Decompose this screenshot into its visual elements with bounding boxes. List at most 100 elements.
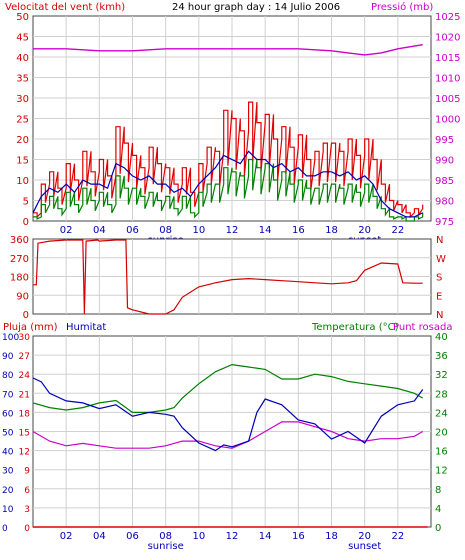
rain-humidity-temp-ticks: 3027242118151296301009080706050403020100… (2, 332, 448, 552)
pressure-tick-label: 1010 (435, 74, 460, 85)
rain-tick-label: 9 (24, 467, 30, 477)
direction-grid (33, 239, 431, 314)
sunrise-label: sunrise (148, 541, 184, 552)
dewpoint-line (32, 421, 424, 449)
wind-tick-label: 5 (23, 197, 29, 208)
temperature-tick-label: 0 (435, 523, 441, 534)
hour-tick-label: 18 (325, 531, 338, 542)
pressure-tick-label: 1020 (435, 33, 460, 44)
rain-humidity-temp-grid (33, 336, 431, 527)
temperature-tick-label: 8 (435, 485, 441, 496)
wind-tick-label: 10 (16, 176, 29, 187)
direction-compass-label: S (436, 273, 442, 284)
humidity-tick-label: 80 (2, 371, 14, 381)
temperature-tick-label: 40 (435, 332, 448, 343)
hour-tick-label: 20 (358, 225, 371, 236)
wind-tick-label: 40 (16, 53, 29, 64)
temperature-tick-label: 36 (435, 351, 448, 362)
humidity-tick-label: 70 (2, 390, 14, 400)
hour-tick-label: 16 (292, 225, 305, 236)
pressure-axis-title: Pressió (mb) (371, 1, 433, 13)
dewpoint-axis-title: Punt rosada (393, 322, 452, 333)
wind-direction-line (33, 239, 423, 315)
pressure-tick-label: 990 (435, 156, 454, 167)
wind-tick-label: 35 (16, 74, 29, 85)
rain-tick-label: 24 (19, 371, 31, 381)
wind-tick-label: 45 (16, 33, 29, 44)
hour-tick-label: 14 (259, 531, 272, 542)
humidity-tick-label: 50 (2, 429, 14, 439)
hour-tick-label: 12 (226, 531, 239, 542)
direction-series (33, 239, 423, 315)
wind-average-line (33, 158, 424, 222)
direction-degree-label: 180 (10, 273, 29, 284)
temperature-tick-label: 4 (435, 504, 441, 515)
hour-tick-label: 20 (358, 531, 371, 542)
temperature-axis-title: Temperatura (°C) (311, 322, 399, 333)
wind-axis-title: Velocitat del vent (kmh) (5, 2, 125, 13)
wind-tick-label: 30 (16, 94, 29, 105)
rain-tick-label: 30 (19, 333, 31, 343)
humidity-tick-label: 60 (2, 409, 14, 419)
direction-compass-label: W (436, 254, 446, 265)
wind-tick-label: 25 (16, 115, 29, 126)
pressure-tick-label: 980 (435, 197, 454, 208)
hour-tick-label: 08 (159, 531, 172, 542)
hour-tick-label: 18 (325, 225, 338, 236)
humidity-axis-title: Humitat (66, 322, 106, 333)
hour-tick-label: 08 (159, 225, 172, 236)
rain-tick-label: 0 (24, 524, 30, 534)
hour-tick-label: 22 (391, 531, 404, 542)
temperature-tick-label: 32 (435, 370, 448, 381)
humidity-tick-label: 20 (2, 486, 14, 496)
humidity-tick-label: 30 (2, 467, 14, 477)
pressure-tick-label: 985 (435, 176, 454, 187)
humidity-tick-label: 40 (2, 448, 14, 458)
direction-degree-label: 270 (10, 254, 29, 265)
hour-tick-label: 06 (126, 531, 139, 542)
temperature-line (32, 363, 424, 413)
wind-tick-label: 15 (16, 156, 29, 167)
hour-tick-label: 16 (292, 531, 305, 542)
pressure-tick-label: 1015 (435, 53, 460, 64)
wind-tick-label: 50 (16, 12, 29, 23)
pressure-tick-label: 975 (435, 217, 454, 228)
wind-speed-line (32, 150, 423, 218)
sunset-label: sunset (348, 541, 381, 552)
pressure-line (33, 44, 423, 56)
temperature-tick-label: 20 (435, 428, 448, 439)
temperature-tick-label: 12 (435, 466, 448, 477)
hour-tick-label: 04 (93, 225, 106, 236)
rain-tick-label: 18 (19, 409, 31, 419)
humidity-tick-label: 0 (2, 524, 8, 534)
rain-tick-label: 27 (19, 352, 30, 362)
hour-tick-label: 02 (60, 531, 73, 542)
rain-tick-label: 12 (19, 448, 30, 458)
humidity-tick-label: 90 (2, 352, 14, 362)
hour-tick-label: 10 (192, 225, 205, 236)
hour-tick-label: 14 (259, 225, 272, 236)
wind-tick-label: 20 (16, 135, 29, 146)
rain-axis-title: Pluja (mm) (3, 322, 58, 333)
direction-degree-label: 0 (23, 310, 29, 321)
graph-title: 24 hour graph day : 14 Julio 2006 (172, 2, 340, 13)
hour-tick-label: 12 (226, 225, 239, 236)
humidity-tick-label: 100 (2, 333, 19, 343)
pressure-tick-label: 1025 (435, 12, 460, 23)
wind-pressure-series (32, 44, 424, 222)
humidity-tick-label: 10 (2, 505, 14, 515)
rain-tick-label: 21 (19, 390, 30, 400)
temperature-tick-label: 24 (435, 408, 448, 419)
direction-degree-label: 90 (16, 291, 29, 302)
pressure-tick-label: 1000 (435, 115, 460, 126)
rain-tick-label: 6 (24, 486, 30, 496)
hour-tick-label: 22 (391, 225, 404, 236)
hour-tick-label: 06 (126, 225, 139, 236)
hour-tick-label: 04 (93, 531, 106, 542)
direction-compass-label: N (436, 310, 443, 321)
rain-humidity-temp-series (32, 363, 428, 528)
temperature-tick-label: 16 (435, 447, 448, 458)
